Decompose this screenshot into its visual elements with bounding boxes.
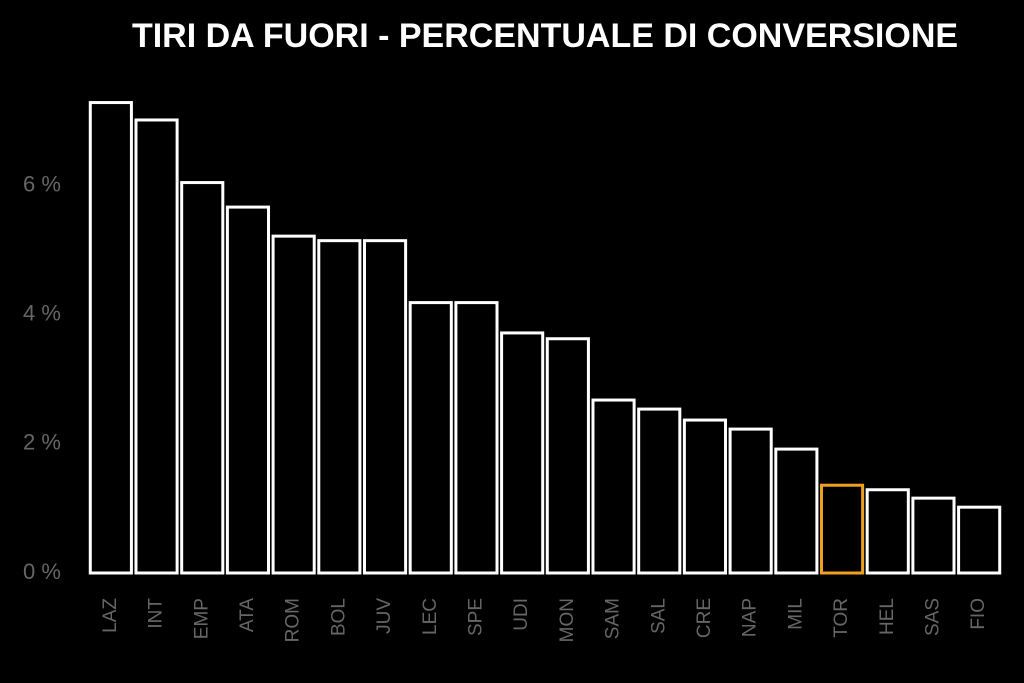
bar bbox=[317, 239, 362, 575]
bar bbox=[957, 505, 1002, 575]
x-tick-label: MIL bbox=[785, 598, 806, 630]
bar bbox=[500, 331, 545, 575]
bar bbox=[728, 427, 773, 575]
x-tick-label: EMP bbox=[191, 598, 212, 639]
y-tick-label: 2 % bbox=[23, 430, 61, 455]
x-tick-label: TOR bbox=[831, 598, 852, 638]
bar bbox=[454, 301, 499, 575]
bar bbox=[591, 398, 636, 575]
x-tick-label: ROM bbox=[283, 598, 304, 642]
bar bbox=[682, 418, 728, 575]
bar bbox=[362, 239, 408, 575]
bar bbox=[180, 181, 225, 575]
bar bbox=[774, 447, 819, 575]
bar bbox=[865, 488, 910, 575]
bar bbox=[134, 118, 179, 575]
bar bbox=[88, 101, 133, 575]
x-tick-label: SAM bbox=[603, 598, 624, 639]
x-tick-label: MON bbox=[557, 598, 578, 642]
bar bbox=[545, 337, 590, 575]
bar bbox=[819, 483, 865, 575]
x-tick-label: HEL bbox=[877, 598, 898, 635]
y-tick-label: 6 % bbox=[23, 172, 61, 197]
y-tick-label: 0 % bbox=[23, 559, 61, 584]
bar bbox=[408, 301, 453, 575]
x-tick-label: LAZ bbox=[100, 598, 121, 633]
y-tick-label: 4 % bbox=[23, 301, 61, 326]
bar bbox=[271, 234, 316, 575]
x-tick-label: FIO bbox=[968, 598, 989, 630]
x-tick-label: CRE bbox=[694, 598, 715, 638]
bar bbox=[637, 407, 682, 575]
x-tick-label: SPE bbox=[465, 598, 486, 636]
x-tick-label: JUV bbox=[374, 598, 395, 634]
x-tick-label: UDI bbox=[511, 598, 532, 631]
x-tick-label: SAS bbox=[922, 598, 943, 636]
chart-title: TIRI DA FUORI - PERCENTUALE DI CONVERSIO… bbox=[132, 17, 958, 55]
x-tick-label: INT bbox=[146, 598, 167, 629]
x-tick-label: BOL bbox=[328, 598, 349, 636]
x-tick-label: LEC bbox=[420, 598, 441, 635]
x-tick-label: ATA bbox=[237, 598, 258, 632]
x-tick-label: NAP bbox=[740, 598, 761, 637]
x-tick-label: SAL bbox=[648, 598, 669, 634]
bar bbox=[225, 205, 271, 575]
bar bbox=[911, 496, 956, 575]
